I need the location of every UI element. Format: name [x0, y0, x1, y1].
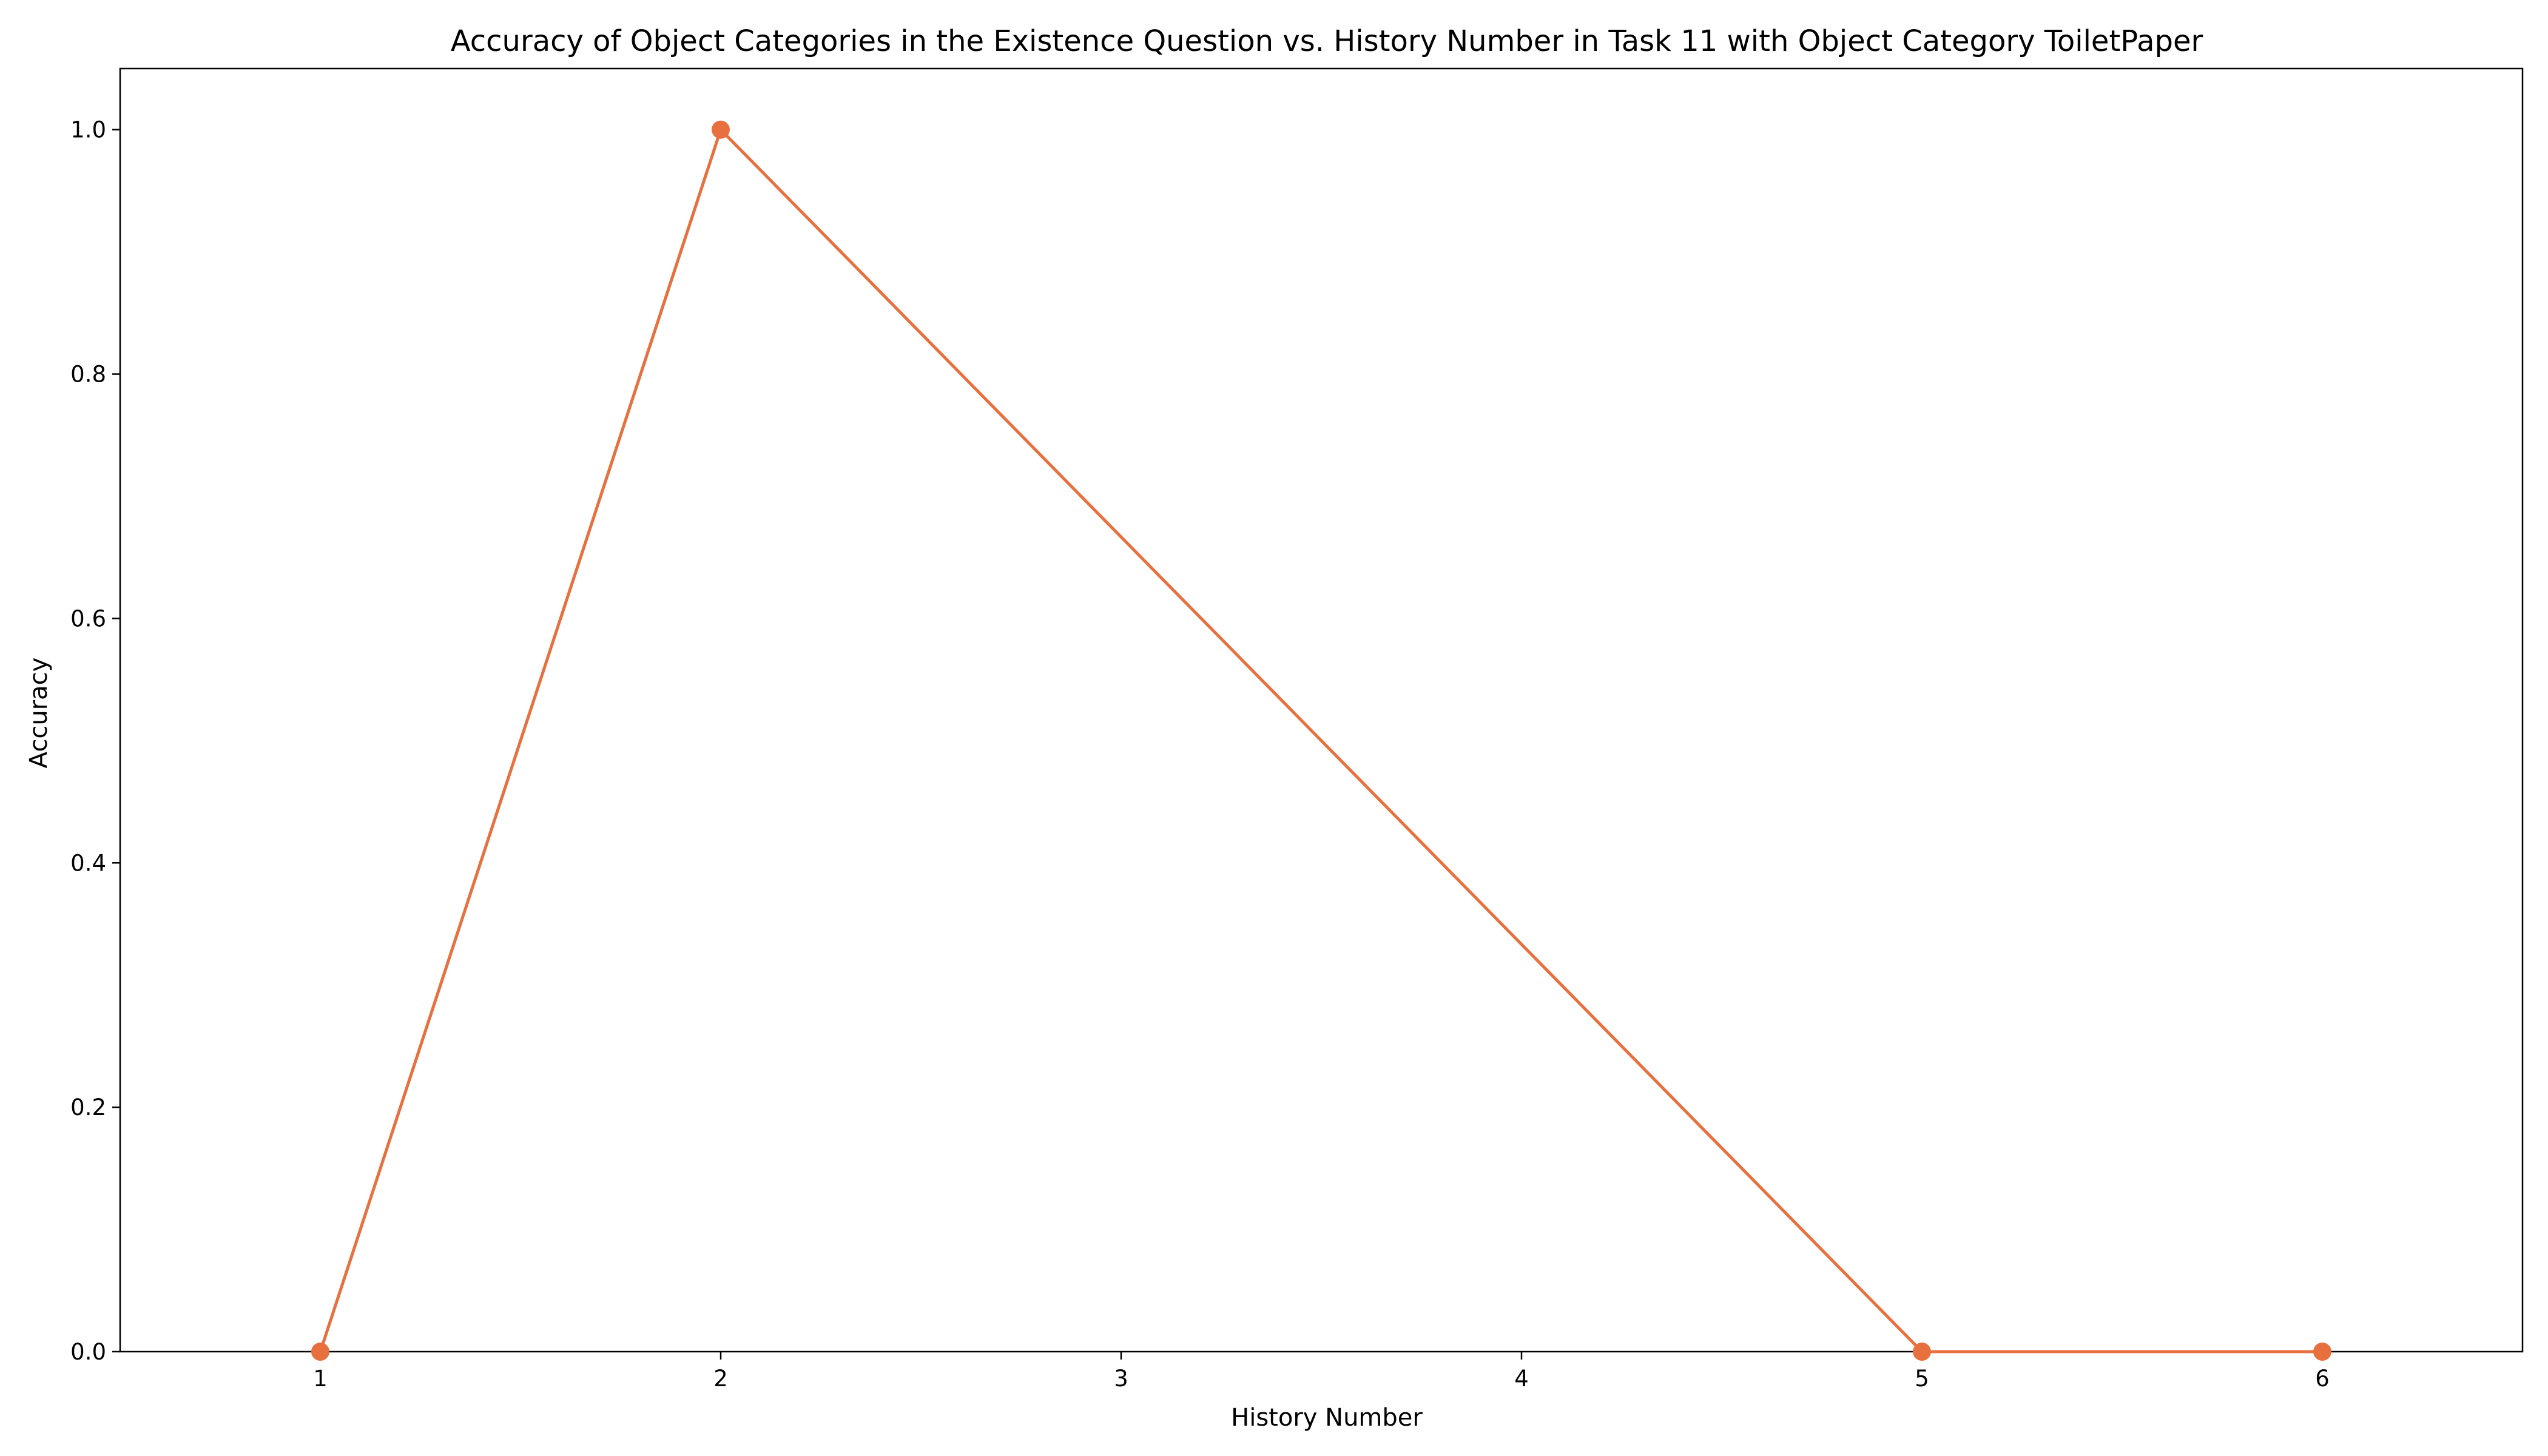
data-point-marker	[311, 1343, 329, 1361]
x-tick-label: 5	[1915, 1366, 1929, 1392]
plot-area: 1 2 3 4 5 6 0.0 0.2 0.4 0.6 0.8 1.0	[70, 67, 2524, 1392]
x-tick-label: 6	[2315, 1366, 2330, 1392]
x-axis-label: History Number	[1231, 1404, 1423, 1432]
x-tick-label: 1	[313, 1366, 328, 1392]
y-tick-label: 0.8	[70, 362, 106, 388]
y-tick-label: 0.2	[70, 1094, 106, 1121]
y-tick-label: 0.0	[70, 1339, 106, 1365]
data-point-marker	[2313, 1343, 2331, 1361]
x-tick-label: 4	[1514, 1366, 1529, 1392]
y-axis-label: Accuracy	[25, 658, 53, 769]
series-line	[318, 128, 2324, 1353]
data-point-marker	[1913, 1343, 1931, 1361]
axes-frame	[119, 67, 2524, 1353]
y-tick-label: 0.4	[70, 850, 106, 876]
y-tick-label: 1.0	[70, 117, 106, 143]
x-tick-label: 2	[713, 1366, 728, 1392]
y-tick-label: 0.6	[70, 605, 106, 632]
x-tick-label: 3	[1114, 1366, 1128, 1392]
data-point-marker	[712, 120, 730, 139]
chart-title: Accuracy of Object Categories in the Exi…	[451, 24, 2203, 58]
